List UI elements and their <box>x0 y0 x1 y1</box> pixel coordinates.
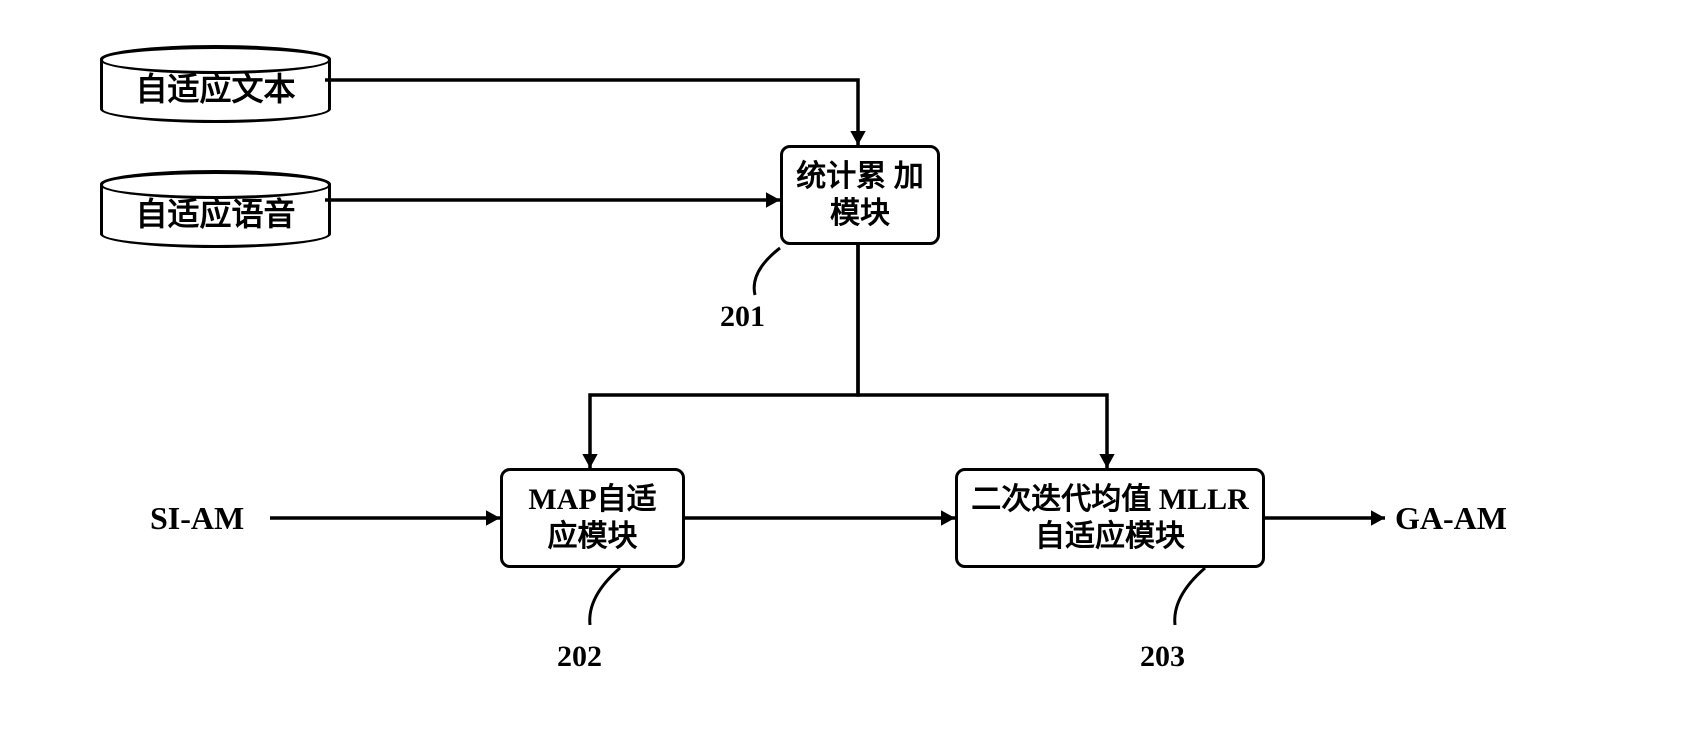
cylinder-adaptive-text-label: 自适应文本 <box>135 64 295 110</box>
box-statistics-label: 统计累 加模块 <box>791 158 929 233</box>
box-map-adaptive: MAP自适 应模块 <box>500 468 685 568</box>
label-ga-am: GA-AM <box>1395 500 1507 537</box>
box-mllr-label: 二次迭代均值 MLLR自适应模块 <box>966 481 1254 556</box>
label-ga-am-text: GA-AM <box>1395 500 1507 536</box>
label-si-am-text: SI-AM <box>150 500 244 536</box>
ref-203-text: 203 <box>1140 640 1185 673</box>
cylinder-adaptive-text: 自适应文本 <box>100 45 331 123</box>
ref-203: 203 <box>1140 640 1185 674</box>
label-si-am: SI-AM <box>150 500 244 537</box>
ref-201: 201 <box>720 300 765 334</box>
ref-202: 202 <box>557 640 602 674</box>
cylinder-adaptive-speech-label: 自适应语音 <box>135 189 295 235</box>
ref-202-text: 202 <box>557 640 602 673</box>
cylinder-adaptive-speech: 自适应语音 <box>100 170 331 248</box>
box-mllr-adaptive: 二次迭代均值 MLLR自适应模块 <box>955 468 1265 568</box>
box-statistics-accumulation: 统计累 加模块 <box>780 145 940 245</box>
box-map-label: MAP自适 应模块 <box>511 481 674 556</box>
ref-201-text: 201 <box>720 300 765 333</box>
